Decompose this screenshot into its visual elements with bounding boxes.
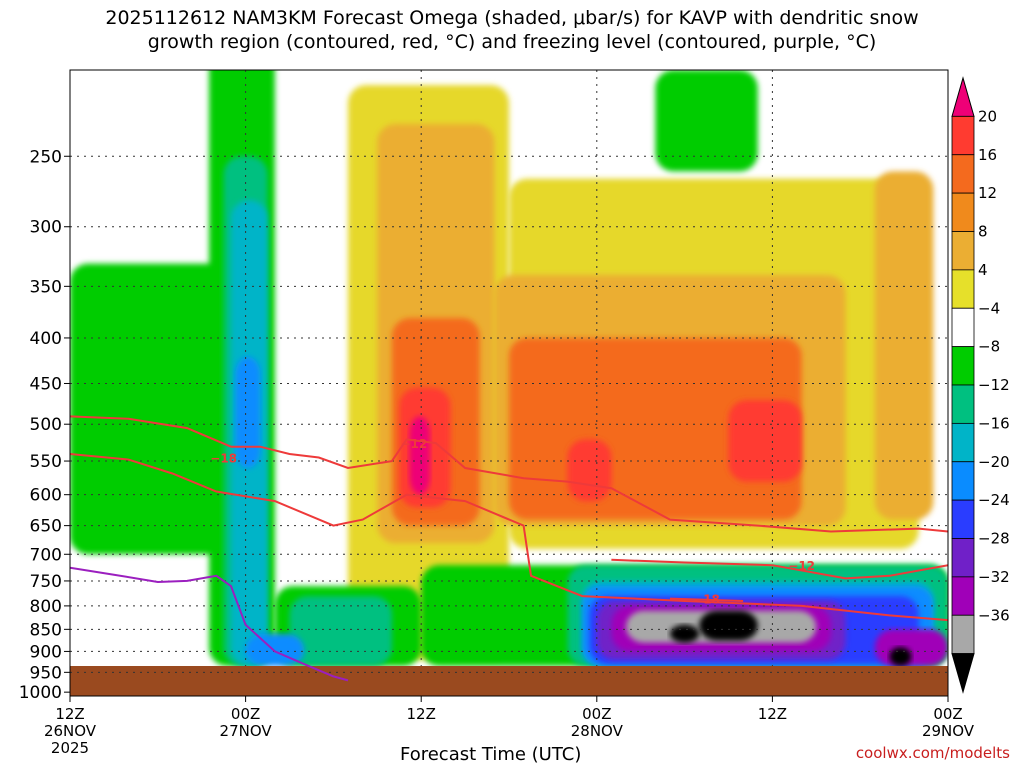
x-tick-label-5-1: 29NOV xyxy=(922,722,975,740)
y-tick-label-900: 900 xyxy=(30,642,62,662)
colorbar-swatch-2 xyxy=(951,154,975,194)
x-tick-label-1-1: 27NOV xyxy=(220,722,273,740)
y-tick-label-700: 700 xyxy=(30,545,62,565)
colorbar-swatch-11 xyxy=(951,499,975,539)
y-tick-label-550: 550 xyxy=(30,452,62,472)
contour-label-dgz-minus-18b: −18 xyxy=(693,593,720,607)
x-tick-label-1-0: 00Z xyxy=(231,705,260,723)
credit-text: coolwx.com/modelts xyxy=(855,744,1010,762)
colorbar-label-2: 12 xyxy=(978,184,997,202)
x-tick-label-4-0: 12Z xyxy=(758,705,787,723)
contour-freezing-level xyxy=(70,566,349,682)
x-tick-label-5-0: 00Z xyxy=(933,705,962,723)
omega-region-gold-4 xyxy=(874,171,934,520)
colorbar-swatch-6 xyxy=(951,307,975,348)
y-tick-label-950: 950 xyxy=(30,663,62,683)
colorbar-swatch-1 xyxy=(951,115,975,156)
colorbar-swatch-14 xyxy=(951,614,975,655)
x-axis-label: Forecast Time (UTC) xyxy=(400,744,582,765)
x-tick-label-0-0: 12Z xyxy=(55,705,84,723)
y-tick-label-600: 600 xyxy=(30,486,62,506)
x-tick-label-0-2: 2025 xyxy=(51,739,89,757)
colorbar-swatch-10 xyxy=(951,461,975,501)
y-tick-label-750: 750 xyxy=(30,572,62,592)
colorbar-swatch-5 xyxy=(951,269,975,309)
y-tick-label-300: 300 xyxy=(30,218,62,238)
contour-label-dgz-minus-12b: −12 xyxy=(788,559,815,573)
y-tick-label-500: 500 xyxy=(30,415,62,435)
colorbar-swatch-12 xyxy=(951,538,975,578)
y-tick-label-800: 800 xyxy=(30,597,62,617)
chart-title-line2: growth region (contoured, red, °C) and f… xyxy=(147,31,877,53)
y-tick-label-250: 250 xyxy=(30,147,62,167)
y-tick-label-850: 850 xyxy=(30,620,62,640)
grid xyxy=(70,70,948,673)
omega-region-black-30 xyxy=(699,610,758,641)
colorbar-arrow-bottom xyxy=(951,653,975,694)
colorbar-swatch-7 xyxy=(951,346,975,386)
colorbar: 20 16 12 8 4 −4 −8 −12 −16 −20 −24 −28 −32 −36 xyxy=(951,76,1010,694)
omega-region-blue-21 xyxy=(235,356,261,469)
ground-strip xyxy=(70,666,948,696)
omega-region-purple-27 xyxy=(874,629,948,666)
omega-region-red-9 xyxy=(567,439,612,502)
colorbar-label-12: −32 xyxy=(978,568,1010,586)
colorbar-swatch-4 xyxy=(951,231,975,271)
x-tick-label-3-0: 00Z xyxy=(582,705,611,723)
contour-label-dgz-minus-12: −12 xyxy=(401,437,428,451)
x-tick-label-3-1: 28NOV xyxy=(571,722,624,740)
omega-region-magenta-10 xyxy=(409,416,430,495)
chart-title: 2025112612 NAM3KM Forecast Omega (shaded… xyxy=(0,6,1024,54)
contour-dgz-minus-12b xyxy=(611,558,948,580)
omega-region-green-15 xyxy=(655,70,758,172)
colorbar-label-5: −4 xyxy=(978,299,1000,317)
chart-title-line1: 2025112612 NAM3KM Forecast Omega (shaded… xyxy=(105,7,919,29)
y-tick-label-1000: 1000 xyxy=(19,683,62,703)
omega-region-green-11 xyxy=(70,263,231,555)
omega-region-black-29 xyxy=(669,624,700,643)
omega-field xyxy=(70,70,948,696)
y-tick-label-400: 400 xyxy=(30,329,62,349)
colorbar-swatch-3 xyxy=(951,192,975,232)
x-tick-label-0-1: 26NOV xyxy=(44,722,97,740)
omega-region-teal-17 xyxy=(289,596,392,666)
colorbar-label-13: −36 xyxy=(978,606,1010,624)
colorbar-label-4: 4 xyxy=(978,261,988,279)
colorbar-label-0: 20 xyxy=(978,107,997,125)
x-tick-label-2-0: 12Z xyxy=(407,705,436,723)
omega-region-red-8 xyxy=(728,400,802,482)
colorbar-swatch-8 xyxy=(951,384,975,424)
omega-region-black-31 xyxy=(889,647,912,666)
contours: −12 −18 −12 −18 xyxy=(70,415,948,682)
y-tick-label-450: 450 xyxy=(30,374,62,394)
colorbar-label-6: −8 xyxy=(978,338,1000,356)
colorbar-label-11: −28 xyxy=(978,530,1010,548)
colorbar-label-8: −16 xyxy=(978,414,1010,432)
colorbar-swatch-13 xyxy=(951,576,975,616)
axes: 2503003504004505005506006507007508008509… xyxy=(19,69,975,757)
colorbar-arrow-top xyxy=(951,76,975,117)
colorbar-label-1: 16 xyxy=(978,146,997,164)
contour-label-dgz-minus-18: −18 xyxy=(210,452,237,466)
y-tick-label-650: 650 xyxy=(30,517,62,537)
y-tick-label-350: 350 xyxy=(30,277,62,297)
colorbar-label-7: −12 xyxy=(978,376,1010,394)
contour-dgz-minus-18 xyxy=(70,453,948,622)
contour-dgz-minus-18b xyxy=(669,597,744,602)
colorbar-swatch-9 xyxy=(951,422,975,463)
colorbar-label-3: 8 xyxy=(978,223,988,241)
colorbar-label-9: −20 xyxy=(978,453,1010,471)
contour-dgz-minus-12 xyxy=(70,415,948,533)
colorbar-label-10: −24 xyxy=(978,491,1010,509)
